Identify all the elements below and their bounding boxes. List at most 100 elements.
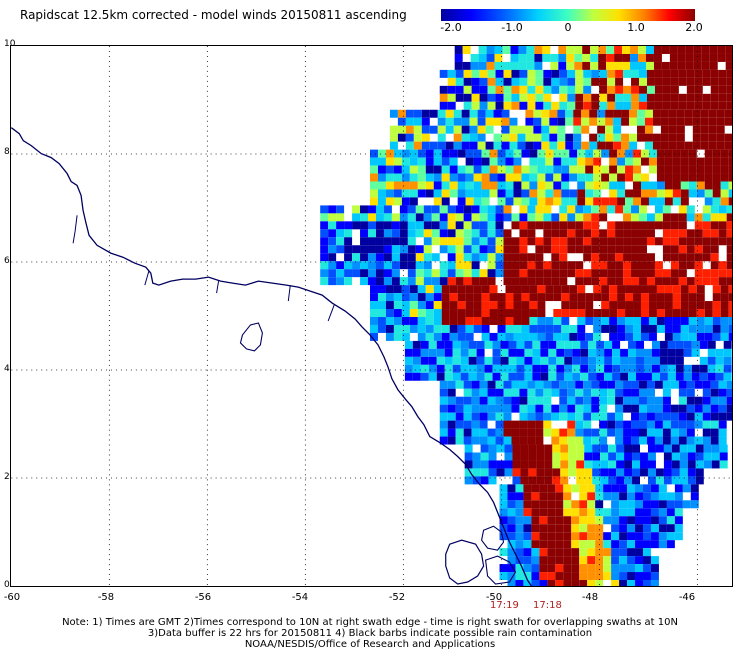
wind-cell — [627, 508, 636, 517]
wind-cell — [571, 500, 580, 509]
wind-cell — [653, 53, 662, 62]
wind-cell — [726, 269, 732, 278]
wind-cell — [654, 269, 663, 278]
wind-cell — [535, 69, 544, 78]
wind-cell — [597, 133, 606, 142]
wind-cell — [473, 309, 482, 317]
wind-cell — [696, 157, 705, 166]
wind-cell — [565, 141, 574, 150]
wind-cell — [504, 444, 513, 453]
wind-cell — [421, 117, 430, 126]
wind-cell — [577, 316, 586, 325]
wind-cell — [646, 69, 655, 78]
wind-cell — [619, 500, 628, 509]
wind-cell — [507, 564, 516, 573]
wind-cell — [583, 237, 592, 246]
wind-cell — [539, 556, 548, 565]
wind-cell — [571, 580, 580, 586]
wind-cell — [719, 444, 728, 453]
wind-cell — [519, 253, 528, 262]
wind-cell — [601, 285, 610, 294]
wind-cell — [476, 348, 485, 357]
wind-cell — [680, 316, 689, 325]
wind-cell — [694, 245, 703, 254]
wind-cell — [425, 181, 434, 190]
wind-cell — [577, 301, 586, 310]
wind-cell — [601, 197, 610, 206]
wind-cell — [648, 189, 657, 198]
wind-cell — [607, 77, 616, 86]
wind-cell — [672, 309, 681, 317]
wind-cell — [524, 356, 533, 365]
wind-cell — [583, 85, 592, 94]
wind-cell — [702, 253, 711, 262]
wind-cell — [535, 101, 544, 110]
wind-cell — [587, 564, 596, 573]
wind-cell — [611, 516, 620, 525]
wind-cell — [431, 229, 440, 238]
wind-cell — [591, 269, 600, 278]
wind-cell — [656, 181, 665, 190]
wind-cell — [687, 460, 696, 469]
wind-cell — [565, 133, 574, 142]
wind-cell — [557, 141, 566, 150]
wind-cell — [551, 245, 560, 254]
wind-swath — [320, 46, 732, 586]
wind-cell — [619, 540, 628, 549]
wind-cell — [609, 324, 618, 333]
wind-cell — [370, 173, 378, 182]
wind-cell — [670, 77, 679, 86]
wind-cell — [686, 412, 695, 421]
wind-cell — [640, 468, 648, 477]
wind-cell — [531, 508, 540, 517]
wind-cell — [368, 213, 376, 222]
wind-cell — [601, 293, 610, 302]
wind-cell — [393, 197, 402, 206]
wind-cell — [701, 61, 710, 70]
wind-cell — [647, 444, 656, 453]
wind-cell — [707, 340, 716, 349]
wind-cell — [415, 229, 424, 238]
wind-cell — [487, 213, 496, 222]
wind-cell — [591, 213, 600, 222]
wind-cell — [453, 125, 462, 134]
wind-cell — [560, 460, 569, 469]
wind-cell — [464, 460, 473, 469]
wind-cell — [633, 157, 642, 166]
wind-cell — [320, 229, 329, 238]
wind-cell — [728, 285, 732, 294]
wind-cell — [595, 572, 604, 581]
wind-cell — [568, 460, 577, 469]
wind-cell — [567, 420, 576, 429]
wind-cell — [585, 173, 594, 182]
wind-cell — [471, 396, 480, 405]
wind-cell — [425, 173, 434, 182]
wind-cell — [460, 372, 469, 381]
wind-cell — [668, 125, 677, 134]
map-title: Rapidscat 12.5km corrected - model winds… — [20, 8, 407, 22]
footnote-line-3: NOAA/NESDIS/Office of Research and Appli… — [244, 639, 496, 650]
wind-cell — [720, 149, 729, 158]
wind-cell — [625, 165, 634, 174]
wind-cell — [397, 109, 406, 118]
wind-cell — [565, 109, 574, 118]
wind-cell — [404, 348, 413, 357]
wind-cell — [447, 261, 456, 270]
wind-cell — [591, 428, 600, 437]
wind-cell — [496, 460, 505, 469]
wind-cell — [523, 500, 532, 509]
wind-cell — [551, 221, 560, 230]
wind-cell — [561, 157, 570, 166]
wind-cell — [473, 189, 482, 198]
wind-cell — [370, 309, 378, 317]
wind-cell — [560, 444, 569, 453]
wind-cell — [320, 253, 329, 262]
wind-cell — [407, 237, 416, 246]
wind-cell — [413, 109, 422, 118]
wind-cell — [687, 476, 696, 485]
wind-cell — [537, 189, 546, 198]
wind-cell — [575, 101, 584, 110]
wind-cell — [585, 197, 594, 206]
wind-cell — [639, 261, 647, 270]
wind-cell — [344, 237, 353, 246]
